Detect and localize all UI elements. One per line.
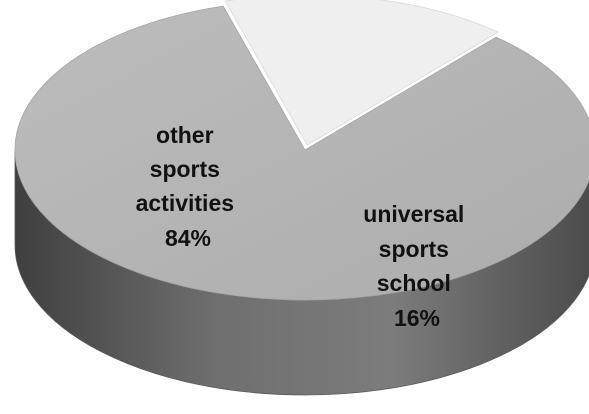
- slice-label-line: school: [377, 270, 451, 296]
- slice-label-line: universal: [363, 201, 464, 227]
- slice-percent-label: 84%: [165, 225, 211, 251]
- slice-label-line: sports: [150, 156, 220, 182]
- slice-labels: other sports activities 84% universal sp…: [136, 122, 470, 331]
- slice-label-line: sports: [379, 236, 449, 262]
- slice-label-universal-sports-school: universal sports school 16%: [363, 201, 470, 331]
- pie-slice-other-sports-activities: [14, 5, 589, 301]
- pie-top-faces: [14, 0, 589, 301]
- slice-label-other-sports-activities: other sports activities 84%: [136, 122, 241, 251]
- pie-slice-universal-sports-school: [224, 0, 500, 146]
- slice-percent-label: 16%: [394, 305, 440, 331]
- slice-label-line: other: [156, 122, 214, 148]
- slice-label-line: activities: [136, 190, 234, 216]
